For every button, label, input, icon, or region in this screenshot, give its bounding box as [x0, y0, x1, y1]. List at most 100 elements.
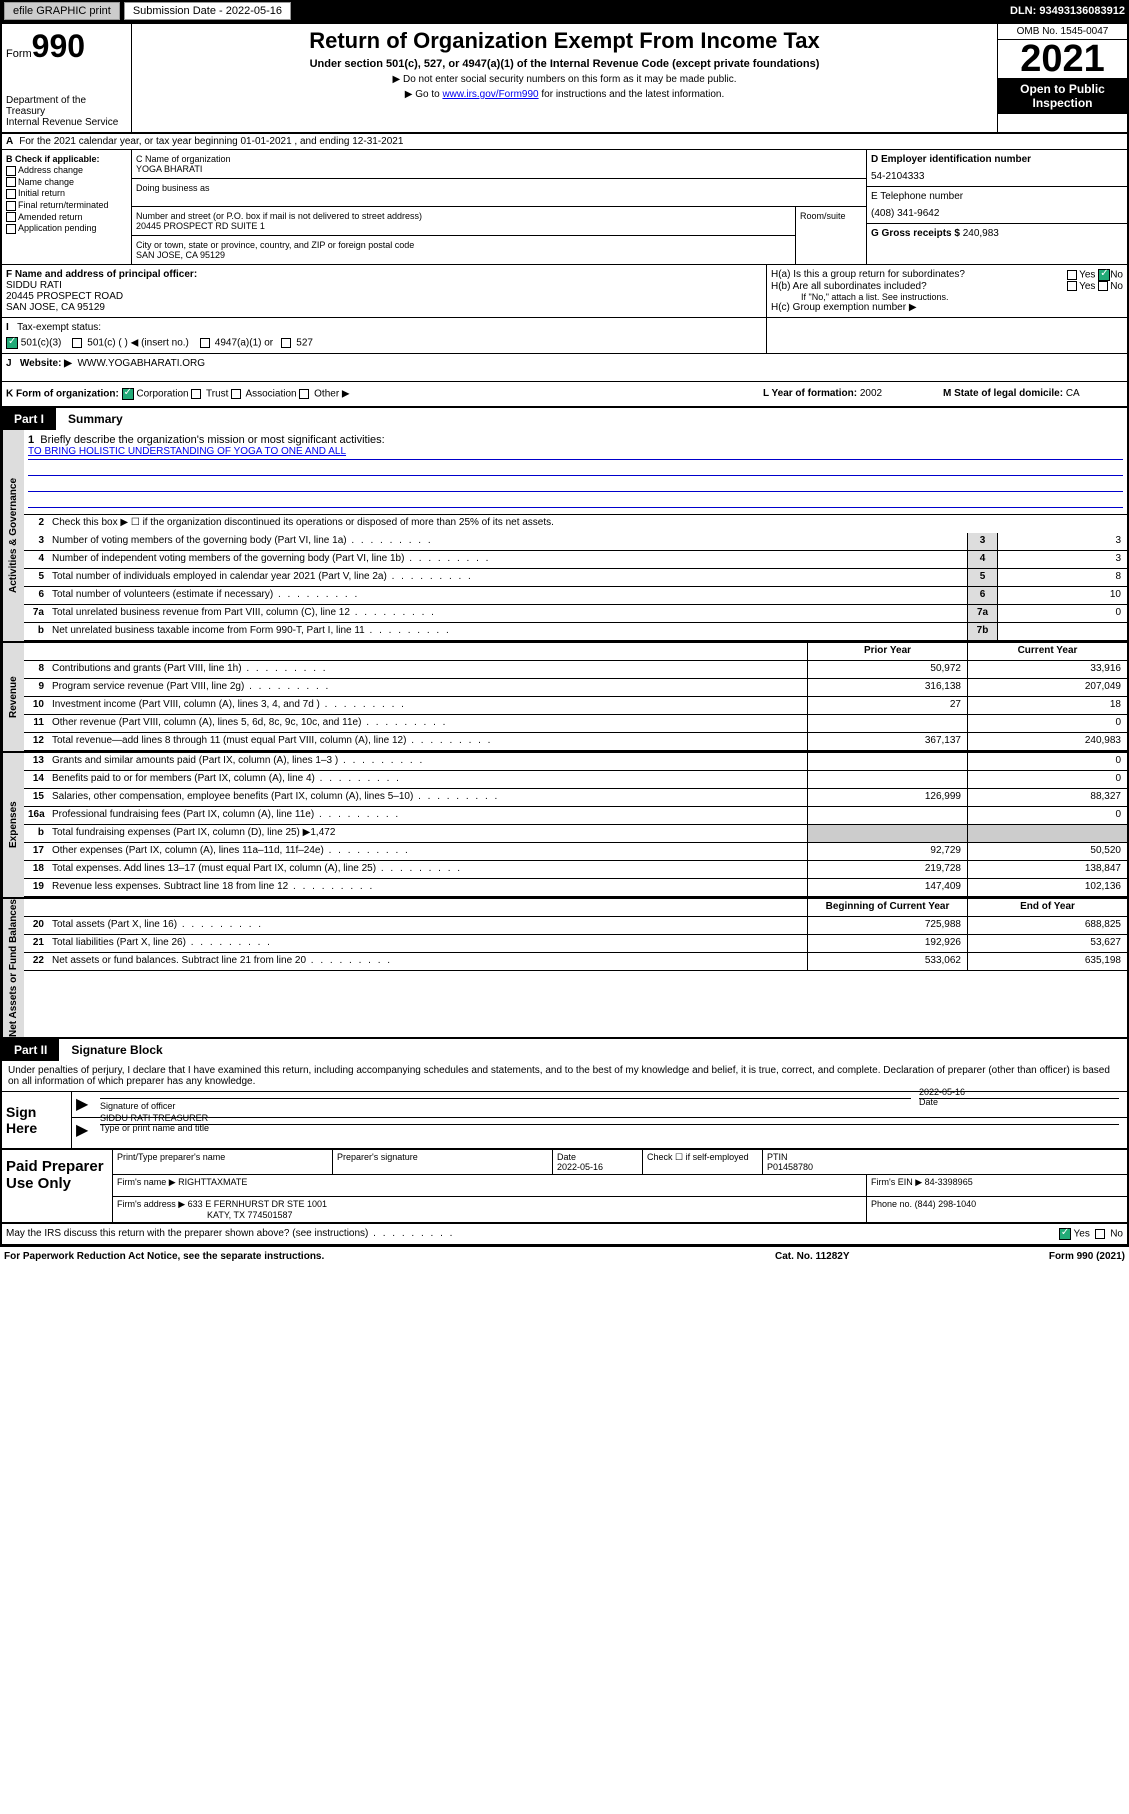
section-d-ein: D Employer identification number 54-2104… [867, 150, 1127, 264]
table-row: 11 Other revenue (Part VIII, column (A),… [24, 715, 1127, 733]
chk-name-change[interactable] [6, 177, 16, 187]
section-fh: F Name and address of principal officer:… [2, 265, 1127, 318]
table-row: 17 Other expenses (Part IX, column (A), … [24, 843, 1127, 861]
form-990-container: Form990 Department of the Treasury Inter… [0, 22, 1129, 1247]
row-i-tax-status: I Tax-exempt status: 501(c)(3) 501(c) ( … [2, 318, 1127, 354]
side-label-expenses: Expenses [2, 753, 24, 897]
table-row: 15 Salaries, other compensation, employe… [24, 789, 1127, 807]
gross-value: 240,983 [963, 228, 999, 239]
chk-527[interactable] [281, 338, 291, 348]
discuss-yes[interactable] [1059, 1228, 1071, 1240]
paid-preparer-label: Paid Preparer Use Only [2, 1150, 112, 1222]
form-subtitle: Under section 501(c), 527, or 4947(a)(1)… [136, 58, 993, 70]
part1-revenue: Revenue Prior Year Current Year 8 Contri… [2, 643, 1127, 753]
chk-app-pending[interactable] [6, 224, 16, 234]
room-suite-label: Room/suite [796, 207, 866, 264]
efile-print-button[interactable]: efile GRAPHIC print [4, 2, 120, 20]
row-a-tax-year: A For the 2021 calendar year, or tax yea… [2, 134, 1127, 150]
discuss-no[interactable] [1095, 1229, 1105, 1239]
chk-final-return[interactable] [6, 201, 16, 211]
chk-trust[interactable] [191, 389, 201, 399]
chk-initial-return[interactable] [6, 189, 16, 199]
sign-section: Sign Here ▶ Signature of officer 2022-05… [2, 1092, 1127, 1150]
table-row: 4 Number of independent voting members o… [24, 551, 1127, 569]
phone-label: E Telephone number [871, 191, 1123, 202]
paperwork-notice: For Paperwork Reduction Act Notice, see … [4, 1251, 775, 1262]
prep-date: 2022-05-16 [557, 1162, 603, 1172]
line1-label: Briefly describe the organization's miss… [40, 434, 384, 446]
irs-link[interactable]: www.irs.gov/Form990 [442, 89, 538, 100]
ha-yes[interactable] [1067, 270, 1077, 280]
cat-no: Cat. No. 11282Y [775, 1251, 975, 1262]
section-c-org-info: C Name of organization YOGA BHARATI Doin… [132, 150, 867, 264]
hb-note: If "No," attach a list. See instructions… [801, 292, 1123, 302]
street-label: Number and street (or P.O. box if mail i… [136, 211, 791, 221]
mission-text: TO BRING HOLISTIC UNDERSTANDING OF YOGA … [28, 446, 1123, 460]
dept-treasury: Department of the Treasury [6, 95, 127, 117]
firm-ein: 84-3398965 [925, 1177, 973, 1187]
irs-discuss-row: May the IRS discuss this return with the… [2, 1224, 1127, 1245]
table-row: 21 Total liabilities (Part X, line 26) 1… [24, 935, 1127, 953]
table-row: 7a Total unrelated business revenue from… [24, 605, 1127, 623]
table-row: b Total fundraising expenses (Part IX, c… [24, 825, 1127, 843]
self-employed-chk[interactable]: Check ☐ if self-employed [643, 1150, 763, 1174]
page-footer: For Paperwork Reduction Act Notice, see … [0, 1247, 1129, 1266]
sign-here-label: Sign Here [2, 1092, 72, 1148]
table-row: 18 Total expenses. Add lines 13–17 (must… [24, 861, 1127, 879]
table-row: 8 Contributions and grants (Part VIII, l… [24, 661, 1127, 679]
preparer-sig-hdr: Preparer's signature [333, 1150, 553, 1174]
chk-assoc[interactable] [231, 389, 241, 399]
ein-value: 54-2104333 [871, 171, 1123, 182]
officer-addr1: 20445 PROSPECT ROAD [6, 291, 762, 302]
row-j-website: J Website: ▶ WWW.YOGABHARATI.ORG [2, 354, 1127, 382]
form-title: Return of Organization Exempt From Incom… [136, 28, 993, 54]
part2-header: Part II Signature Block [2, 1039, 1127, 1061]
chk-address-change[interactable] [6, 166, 16, 176]
table-row: 6 Total number of volunteers (estimate i… [24, 587, 1127, 605]
hb-yes[interactable] [1067, 281, 1077, 291]
ha-no[interactable] [1098, 269, 1110, 281]
hb-no[interactable] [1098, 281, 1108, 291]
table-row: b Net unrelated business taxable income … [24, 623, 1127, 641]
submission-date: Submission Date - 2022-05-16 [124, 2, 291, 20]
table-row: 12 Total revenue—add lines 8 through 11 … [24, 733, 1127, 751]
side-label-netassets: Net Assets or Fund Balances [2, 899, 24, 1037]
form-number: Form990 [6, 28, 127, 65]
chk-4947[interactable] [200, 338, 210, 348]
officer-name: SIDDU RATI [6, 280, 762, 291]
table-row: 19 Revenue less expenses. Subtract line … [24, 879, 1127, 897]
curr-year-hdr: Current Year [967, 643, 1127, 660]
chk-amended[interactable] [6, 212, 16, 222]
dba-label: Doing business as [136, 183, 862, 193]
chk-other[interactable] [299, 389, 309, 399]
table-row: 14 Benefits paid to or for members (Part… [24, 771, 1127, 789]
chk-501c3[interactable] [6, 337, 18, 349]
form-header: Form990 Department of the Treasury Inter… [2, 24, 1127, 134]
open-public-badge: Open to Public Inspection [998, 78, 1127, 114]
firm-phone: (844) 298-1040 [915, 1199, 977, 1209]
part1-expenses: Expenses 13 Grants and similar amounts p… [2, 753, 1127, 899]
officer-signature-field[interactable]: Signature of officer [100, 1098, 911, 1111]
gross-label: G Gross receipts $ [871, 228, 960, 239]
city-label: City or town, state or province, country… [136, 240, 791, 250]
city-value: SAN JOSE, CA 95129 [136, 250, 791, 260]
prior-year-hdr: Prior Year [807, 643, 967, 660]
chk-corp[interactable] [122, 388, 134, 400]
website-value: WWW.YOGABHARATI.ORG [77, 358, 205, 369]
part1-header: Part I Summary [2, 408, 1127, 430]
part1-netassets: Net Assets or Fund Balances Beginning of… [2, 899, 1127, 1039]
firm-addr2: KATY, TX 774501587 [207, 1210, 862, 1220]
preparer-name-hdr: Print/Type preparer's name [113, 1150, 333, 1174]
ein-label: D Employer identification number [871, 154, 1031, 165]
top-bar: efile GRAPHIC print Submission Date - 20… [0, 0, 1129, 22]
officer-name-title: SIDDU RATI TREASURER [100, 1113, 1119, 1123]
hb-label: H(b) Are all subordinates included? [771, 281, 1003, 292]
beg-year-hdr: Beginning of Current Year [807, 899, 967, 916]
dln-number: DLN: 93493136083912 [1010, 5, 1125, 17]
table-row: 10 Investment income (Part VIII, column … [24, 697, 1127, 715]
irs-label: Internal Revenue Service [6, 117, 127, 128]
chk-501c[interactable] [72, 338, 82, 348]
part1-governance: Activities & Governance 1 Briefly descri… [2, 430, 1127, 643]
phone-value: (408) 341-9642 [871, 208, 1123, 219]
form-ref: Form 990 (2021) [975, 1251, 1125, 1262]
